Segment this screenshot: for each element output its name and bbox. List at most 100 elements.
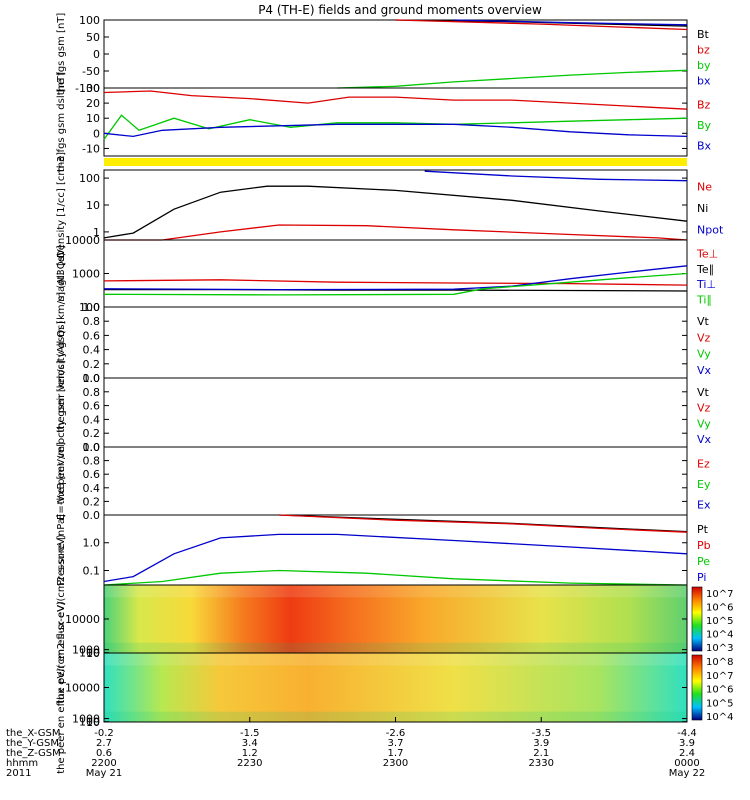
legend-entry: Vy (697, 348, 711, 361)
series-ti⊥ (103, 265, 688, 291)
y-tick-label: -50 (82, 65, 100, 78)
x-tick-label: 3.9 (679, 738, 695, 749)
y-tick-label: 100 (79, 647, 100, 660)
legend-entry: Ez (697, 457, 710, 470)
y-tick-label: 1.0 (83, 301, 101, 314)
y-tick-label: 10 (86, 199, 100, 212)
legend-entry: Pi (697, 571, 706, 584)
x-tick-label: -0.2 (94, 728, 114, 739)
panel-4: 10000 1000 100 magt3 [eV] Te⊥ Te∥ Ti⊥ Ti∥ (56, 234, 718, 314)
colorbar (691, 654, 703, 721)
legend-entry: Vx (697, 433, 712, 446)
y-tick-label: 0.2 (83, 427, 101, 440)
x-tick-label: 2.4 (679, 748, 695, 759)
legend-entry: bz (697, 43, 710, 56)
y-axis-label: Density [1/cc] [cm-3] (56, 152, 67, 258)
spectrogram-ion (104, 585, 687, 653)
panel-1: 100 50 0 -50 -100 the fgs gsm [nT] Bt bz by bx (56, 13, 711, 96)
series-npot (424, 170, 688, 182)
y-axis-label: the peir velocity gsm [km/s] (All Qs) (56, 252, 67, 433)
y-tick-label: 1.0 (83, 372, 101, 385)
x-tick-label: 2330 (529, 758, 554, 769)
colorbar-tick-label: 10^6 (706, 685, 733, 696)
y-tick-label: 0.1 (83, 564, 101, 577)
x-tick-label: -3.5 (531, 728, 551, 739)
y-axis-label: Pressure [nPa] (56, 514, 67, 586)
legend-entry: Ni (697, 202, 708, 215)
legend-entry: Pt (697, 523, 709, 536)
series-bz (103, 90, 688, 110)
series-ne (104, 224, 688, 241)
x-row-label: the_Y-GSM (6, 738, 59, 749)
colorbar-tick-label: 10^7 (706, 671, 733, 682)
legend-entry: Ey (697, 478, 711, 491)
y-tick-label: 100 (79, 301, 100, 314)
legend-entry: by (697, 59, 711, 72)
y-tick-label: -100 (75, 82, 100, 95)
legend-entry: Bt (697, 28, 710, 41)
y-axis-label: E=-VxB [mV/m] (56, 442, 67, 520)
spectrogram-band (104, 653, 687, 666)
y-tick-label: 0.2 (83, 495, 101, 508)
y-tick-label: 0.4 (83, 413, 101, 426)
y-tick-label: 0.6 (83, 329, 101, 342)
series-pb (278, 514, 688, 533)
x-tick-label: 3.4 (242, 738, 258, 749)
y-tick-label: 30 (86, 82, 100, 95)
x-tick-label: -1.5 (240, 728, 260, 739)
legend-entry: Bz (697, 98, 711, 111)
panel-2: 30 20 10 0 -10 the fgs gsm dsl [nT] Bz By Bx (56, 72, 712, 172)
legend-entry: Pb (697, 539, 711, 552)
series-pe (103, 569, 688, 586)
x-row-label: the_Z-GSM (6, 748, 61, 759)
panel-frame (103, 169, 688, 241)
x-tick-label: 3.9 (533, 738, 549, 749)
colorbar-tick-label: 10^8 (706, 657, 733, 668)
y-tick-label: 10000 (65, 682, 100, 695)
y-tick-label: 1.0 (83, 537, 101, 550)
spectrogram-band (104, 642, 687, 653)
series-te⊥ (103, 279, 688, 286)
series-by (453, 19, 688, 26)
panel-3: 100 10 1 Density [1/cc] [cm-3] Ne Ni Npot (56, 152, 724, 258)
y-tick-label: 0.4 (83, 482, 101, 495)
legend-entry: Npot (697, 223, 724, 236)
y-tick-label: 1 (93, 226, 100, 239)
series-ti∥ (103, 272, 688, 296)
series-pi (103, 533, 688, 583)
legend-entry: Te⊥ (696, 248, 718, 261)
y-axis-label: the fgs gsm [nT] (56, 13, 67, 96)
legend-entry: Te∥ (696, 263, 714, 276)
y-tick-label: 1.0 (83, 441, 101, 454)
y-tick-label: 50 (86, 31, 100, 44)
panel-frame (103, 87, 688, 157)
x-tick-label: 1.7 (388, 748, 404, 759)
colorbar-tick-label: 10^5 (706, 616, 733, 627)
colorbar-tick-label: 10^7 (706, 589, 733, 600)
panel-frame (103, 306, 688, 379)
x-row-label: hhmm (6, 758, 38, 769)
y-tick-label: 0.8 (83, 315, 101, 328)
colorbar (691, 586, 703, 652)
panel-frame (103, 377, 688, 448)
y-tick-label: 0 (93, 127, 100, 140)
y-tick-label: 0.8 (83, 455, 101, 468)
legend-entry: Ne (697, 181, 712, 194)
y-axis-label: the peer velocity gsm [km/s] (All Qs) (56, 320, 67, 504)
y-tick-label: 0 (93, 48, 100, 61)
x-tick-label: 3.7 (388, 738, 404, 749)
x-tick-label: 2.7 (96, 738, 112, 749)
y-tick-label: 1000 (72, 268, 100, 281)
legend-entry: Pe (697, 555, 710, 568)
y-tick-label: 0.0 (83, 372, 101, 385)
colorbar-tick-label: 10^4 (706, 630, 733, 641)
date-end: May 22 (669, 768, 706, 779)
x-tick-label: 2300 (383, 758, 408, 769)
legend-entry: Ti⊥ (696, 278, 716, 291)
legend-entry: Ti∥ (696, 293, 712, 306)
y-tick-label: 10000 (65, 613, 100, 626)
legend-entry: Bx (697, 140, 712, 153)
panel-frame (103, 19, 688, 89)
